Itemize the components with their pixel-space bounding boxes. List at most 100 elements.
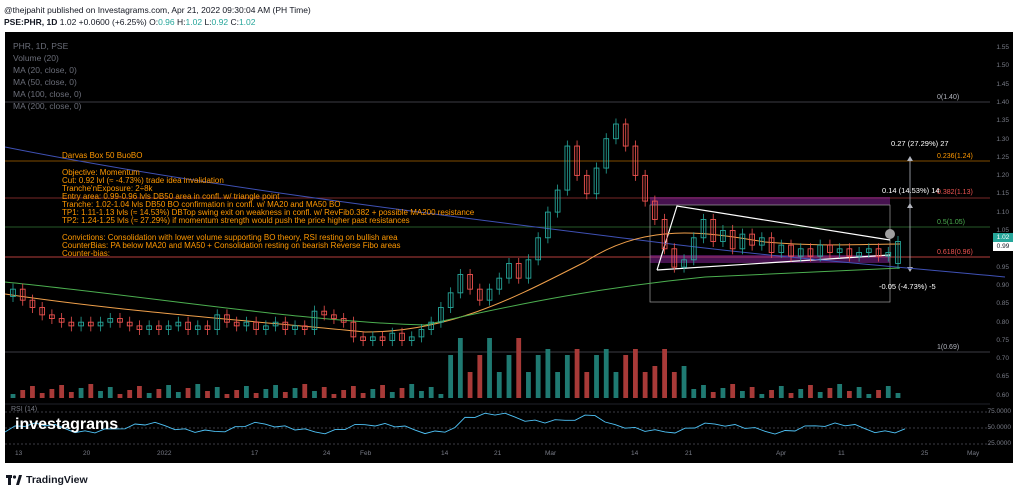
candle-body <box>379 336 386 342</box>
candle-body <box>49 314 55 319</box>
volume-bar <box>876 390 881 398</box>
rsi-25-label: 25.0000 <box>987 440 1012 447</box>
candle-body <box>807 248 814 257</box>
price-tick-label: 1.55 <box>996 44 1009 51</box>
volume-bar <box>350 386 356 398</box>
volume-bar <box>224 394 230 398</box>
candle-body <box>369 336 376 342</box>
candle-body <box>224 314 230 323</box>
candle-body <box>389 332 396 341</box>
candle-body <box>136 325 143 330</box>
candle-body <box>603 138 610 169</box>
legend-ma200[interactable]: MA (200, close, 0) <box>13 101 82 111</box>
legend-ma50[interactable]: MA (50, close, 0) <box>13 77 77 87</box>
darvas-bottom-band <box>650 255 890 263</box>
volume-bar <box>496 372 502 398</box>
volume-bar <box>49 389 55 398</box>
volume-bar <box>681 366 687 398</box>
candle-body <box>856 252 862 257</box>
chart-header: @thejpahit published on Investagrams.com… <box>4 4 311 28</box>
close-value: 1.02 <box>238 17 256 27</box>
candle-body <box>301 325 308 330</box>
candle-body <box>165 325 172 330</box>
publish-info: @thejpahit published on Investagrams.com… <box>4 5 311 15</box>
cursor-dot-icon <box>885 229 895 239</box>
candle-body <box>175 321 182 327</box>
legend-ma100[interactable]: MA (100, close, 0) <box>13 89 82 99</box>
candle-body <box>797 248 804 257</box>
prev-price-badge: 0.99 <box>993 242 1013 251</box>
note-cut: Cut: 0.92 lvl (≈ -4.73%) trade idea inva… <box>62 176 224 185</box>
tradingview-brand: TradingView <box>26 474 88 486</box>
volume-bar <box>185 388 191 398</box>
volume-bar <box>555 372 561 398</box>
volume-bar <box>389 392 395 398</box>
tradingview-logo[interactable]: TradingView <box>6 474 88 486</box>
volume-bar <box>506 355 512 398</box>
candle-body <box>418 329 425 338</box>
legend-volume[interactable]: Volume (20) <box>13 53 59 63</box>
candle-body <box>253 321 259 330</box>
candle-body <box>19 288 26 301</box>
volume-bar <box>846 391 852 398</box>
open-label: O: <box>149 17 159 27</box>
volume-bar <box>438 394 444 398</box>
price-tick-label: 1.20 <box>996 172 1009 180</box>
time-tick-label: 20 <box>83 450 91 457</box>
fib-5-label: 0.5(1.05) <box>937 219 966 226</box>
candle-body <box>126 321 133 327</box>
volume-bar <box>885 386 891 398</box>
legend-ma20[interactable]: MA (20, close, 0) <box>13 65 77 75</box>
rsi-label: RSI (14) <box>11 406 38 413</box>
candle-body <box>438 307 444 323</box>
volume-bar <box>234 390 240 398</box>
low-label: L: <box>204 17 212 27</box>
candle-body <box>331 314 337 319</box>
time-tick-label: 14 <box>441 450 449 457</box>
volume-bar <box>244 386 249 398</box>
candle-body <box>574 145 580 176</box>
volume-bar <box>710 392 716 398</box>
candle-body <box>720 229 726 242</box>
note-tranche-exposure: Tranche'nExposure: 2÷8k <box>62 184 153 193</box>
volume-bar <box>477 355 483 398</box>
candle-body <box>846 248 853 257</box>
candle-body <box>593 167 600 195</box>
candle-body <box>865 248 872 253</box>
time-tick-label: 17 <box>251 450 259 457</box>
price-tick-label: 0.95 <box>996 263 1009 271</box>
chart-canvas[interactable]: PHR, 1D, PSE Volume (20) MA (20, close, … <box>5 32 1013 463</box>
volume-bar <box>341 390 347 398</box>
volume-bar <box>370 389 376 398</box>
volume-bar <box>516 338 522 398</box>
rsi-path <box>5 412 906 435</box>
candle-body <box>68 321 75 327</box>
note-tranche: Tranche: 1.02-1.04 lvls DB50 BO confirma… <box>62 200 341 209</box>
candle-body <box>690 237 697 261</box>
volume-bar <box>642 372 648 398</box>
rsi-75-label: 75.0000 <box>987 408 1012 415</box>
volume-bar <box>623 355 629 398</box>
volume-bar <box>730 384 736 398</box>
note-counterbias: CounterBias: PA below MA20 and MA50 + Co… <box>62 241 401 250</box>
time-tick-label: 11 <box>838 450 845 457</box>
time-tick-label: Apr <box>776 450 787 457</box>
candle-body <box>399 332 405 341</box>
volume-bar <box>409 384 415 398</box>
time-tick-label: Feb <box>360 450 372 457</box>
price-tick-label: 0.85 <box>996 300 1009 308</box>
volume-bar <box>895 393 901 398</box>
position-box <box>649 204 891 303</box>
ma20-line <box>5 232 901 333</box>
price-tick-label: 0.75 <box>996 336 1009 344</box>
volume-bar <box>292 388 298 398</box>
indicator-legend: PHR, 1D, PSE Volume (20) MA (20, close, … <box>13 40 82 112</box>
tp1-label: 0.14 (14.53%) 14 <box>882 186 940 195</box>
legend-symbol[interactable]: PHR, 1D, PSE <box>13 41 69 51</box>
volume-bar <box>788 393 794 398</box>
high-value: 1.02 <box>185 17 203 27</box>
volume-bar <box>312 391 317 398</box>
volume-bar <box>652 366 658 398</box>
close-label: C: <box>230 17 239 27</box>
price-tick-label: 1.50 <box>996 62 1009 70</box>
